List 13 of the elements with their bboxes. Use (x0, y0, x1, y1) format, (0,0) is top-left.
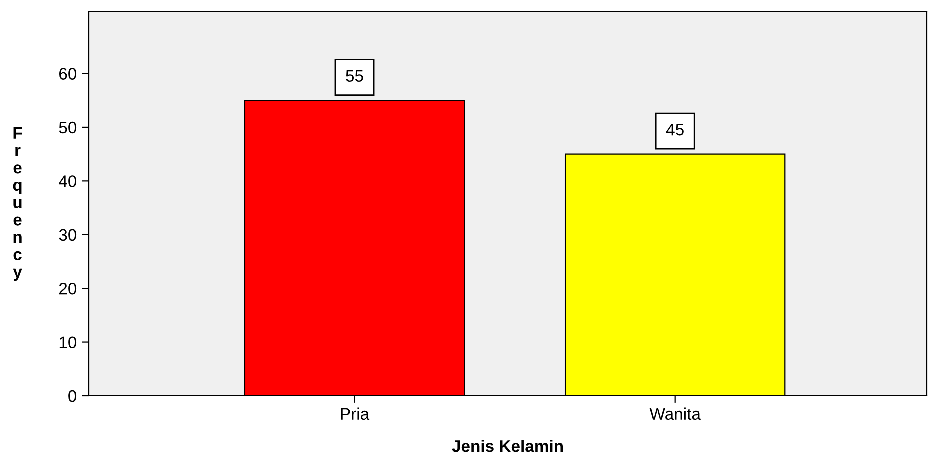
y-tick-label: 60 (60, 68, 77, 80)
text: Frequency (13, 127, 22, 282)
y-tick-label: 40 (59, 176, 77, 188)
data-label: 45 (666, 124, 684, 136)
x-tick-label: Wanita (650, 408, 701, 420)
y-tick-label: 0 (68, 390, 77, 402)
y-tick-label: 10 (60, 336, 77, 348)
x-axis-title: Jenis Kelamin (452, 440, 564, 452)
y-tick-label: 50 (59, 122, 77, 134)
x-tick-label: Pria (341, 408, 370, 420)
data-label: 55 (346, 70, 364, 82)
y-tick-label: 20 (59, 282, 77, 295)
y-tick-label: 30 (59, 229, 77, 242)
